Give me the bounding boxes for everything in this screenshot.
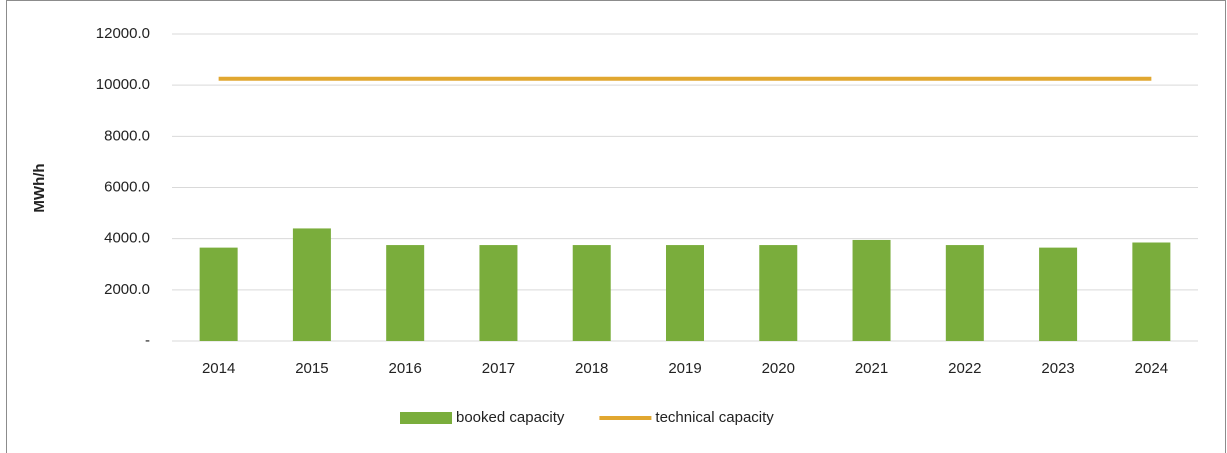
- bar: [292, 228, 331, 341]
- y-tick-label: 12000.0: [96, 25, 150, 42]
- legend-label: booked capacity: [456, 409, 565, 426]
- y-tick-label: 4000.0: [104, 230, 150, 247]
- y-tick-label: 2000.0: [104, 281, 150, 298]
- x-tick-label: 2021: [855, 360, 888, 377]
- x-tick-label: 2016: [388, 360, 421, 377]
- bar: [666, 245, 704, 341]
- y-tick-label: 10000.0: [96, 76, 150, 93]
- y-axis-label: MWh/h: [31, 163, 48, 212]
- bar: [479, 245, 518, 341]
- x-tick-label: 2015: [295, 360, 328, 377]
- legend-label: technical capacity: [655, 409, 774, 426]
- bar: [852, 239, 891, 341]
- y-tick-label: 6000.0: [104, 178, 150, 195]
- chart-border: [6, 0, 1226, 453]
- x-tick-label: 2022: [948, 360, 981, 377]
- y-tick-label: -: [145, 332, 150, 349]
- x-tick-label: 2020: [762, 360, 795, 377]
- x-tick-label: 2019: [668, 360, 701, 377]
- x-tick-label: 2014: [202, 360, 235, 377]
- x-tick-label: 2018: [575, 360, 608, 377]
- bar: [572, 245, 611, 341]
- x-tick-label: 2024: [1135, 360, 1168, 377]
- legend-swatch: [400, 412, 452, 424]
- bar: [759, 245, 798, 341]
- bar: [199, 247, 238, 341]
- bar: [945, 245, 984, 341]
- bar: [386, 245, 425, 341]
- x-tick-label: 2017: [482, 360, 515, 377]
- bar: [1039, 247, 1078, 341]
- y-tick-label: 8000.0: [104, 127, 150, 144]
- bar: [1132, 242, 1171, 341]
- x-tick-label: 2023: [1041, 360, 1074, 377]
